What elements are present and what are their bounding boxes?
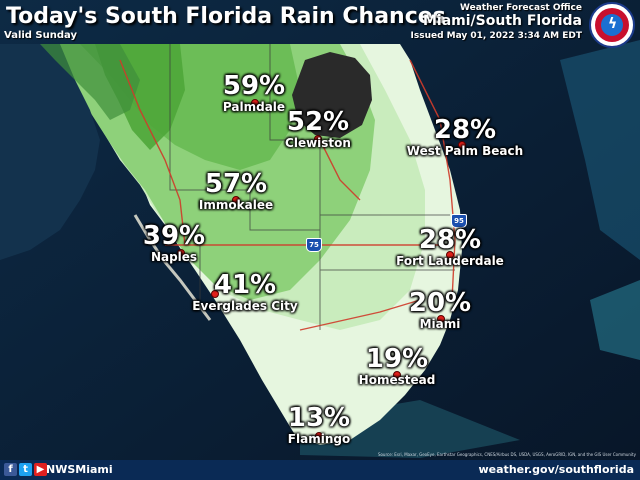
city-name: Fort Lauderdale <box>396 254 504 268</box>
footer: f t ▶ NWSMiami weather.gov/southflorida <box>0 460 640 480</box>
bahamas-shoal <box>560 40 640 260</box>
gulf-coast-islands <box>133 214 212 321</box>
city-name: Everglades City <box>192 299 298 313</box>
city-miami: 20% Miami <box>400 289 480 331</box>
city-pct: 28% <box>433 115 497 145</box>
city-name: Flamingo <box>287 432 351 446</box>
city-fort-lauderdale: 28% Fort Lauderdale <box>390 226 510 268</box>
city-name: Naples <box>150 250 198 264</box>
county-lines <box>169 44 455 330</box>
city-west-palm-beach: 28% West Palm Beach <box>405 116 525 158</box>
header: Today's South Florida Rain Chances Valid… <box>0 0 640 48</box>
city-pct: 39% <box>142 221 206 251</box>
roads <box>119 59 456 331</box>
city-pct: 52% <box>286 107 350 137</box>
youtube-icon[interactable]: ▶ <box>34 463 47 476</box>
city-dot-palmdale <box>251 99 259 107</box>
twitter-icon[interactable]: t <box>19 463 32 476</box>
office-name: Miami/South Florida <box>422 13 582 29</box>
city-dot-clewiston <box>314 135 322 143</box>
city-dot-west-palm-beach <box>458 141 466 149</box>
map-attribution: Source: Esri, Maxar, GeoEye, Earthstar G… <box>377 452 636 457</box>
city-pct: 28% <box>418 225 482 255</box>
city-pct: 20% <box>408 288 472 318</box>
city-pct: 19% <box>365 344 429 374</box>
city-dot-miami <box>437 315 445 323</box>
city-name: West Palm Beach <box>406 144 524 158</box>
city-dot-fort-lauderdale <box>446 251 454 259</box>
city-everglades-city: 41% Everglades City <box>185 271 305 313</box>
city-pct: 13% <box>287 403 351 433</box>
website-link[interactable]: weather.gov/southflorida <box>478 463 634 476</box>
city-naples: 39% Naples <box>134 222 214 264</box>
issued-time: Issued May 01, 2022 3:34 AM EDT <box>410 31 583 41</box>
office-label: Weather Forecast Office <box>459 3 582 13</box>
city-dot-homestead <box>393 371 401 379</box>
nws-logo-icon: ϟ <box>589 2 635 48</box>
city-flamingo: 13% Flamingo <box>279 404 359 446</box>
city-name: Immokalee <box>198 198 274 212</box>
facebook-icon[interactable]: f <box>4 463 17 476</box>
city-name: Clewiston <box>285 136 351 150</box>
city-immokalee: 57% Immokalee <box>193 170 279 212</box>
city-name: Miami <box>419 317 461 331</box>
charlotte-harbor-land <box>40 44 140 120</box>
interstate-75-shield: 75 <box>306 238 322 252</box>
valid-day: Valid Sunday <box>4 30 77 41</box>
page-title: Today's South Florida Rain Chances <box>6 4 446 29</box>
city-pct: 59% <box>222 71 286 101</box>
city-name: Palmdale <box>222 100 286 114</box>
lake-okeechobee <box>292 52 372 138</box>
social-handle[interactable]: NWSMiami <box>46 463 113 476</box>
tampa-bay <box>0 44 100 260</box>
bahamas-shoal-south <box>590 280 640 360</box>
city-name: Homestead <box>358 373 436 387</box>
social-icons: f t ▶ <box>4 463 47 476</box>
city-dot-naples <box>177 249 185 257</box>
city-pct: 41% <box>213 270 277 300</box>
city-dot-flamingo <box>315 432 323 440</box>
city-clewiston: 52% Clewiston <box>278 108 358 150</box>
city-dot-everglades-city <box>211 290 219 298</box>
city-homestead: 19% Homestead <box>355 345 439 387</box>
city-dot-immokalee <box>232 196 240 204</box>
city-palmdale: 59% Palmdale <box>214 72 294 114</box>
interstate-95-shield: 95 <box>451 214 467 228</box>
city-pct: 57% <box>204 169 268 199</box>
